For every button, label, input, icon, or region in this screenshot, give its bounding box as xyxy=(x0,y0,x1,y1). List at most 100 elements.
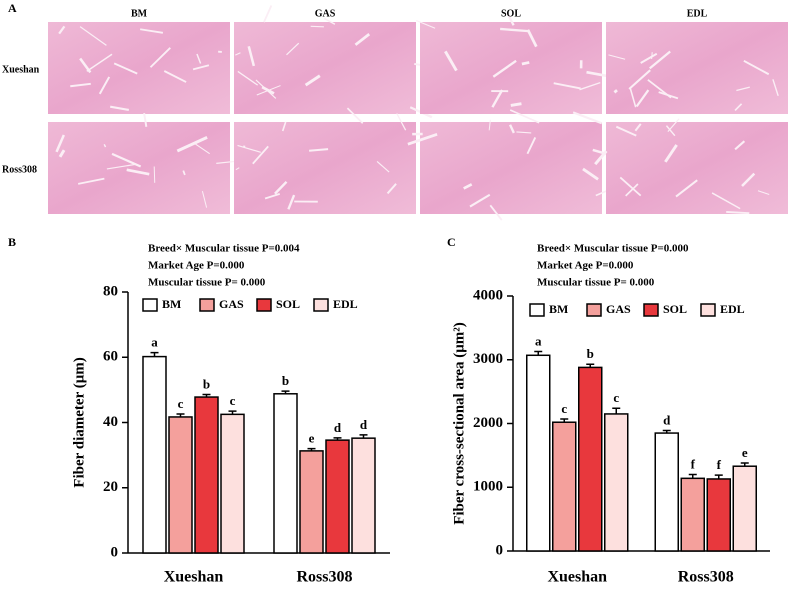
tissue-crack xyxy=(463,183,473,190)
error-bar xyxy=(560,418,569,423)
significance-letter: b xyxy=(587,346,594,361)
column-label: EDL xyxy=(687,8,708,19)
tissue-crack xyxy=(308,148,329,152)
bar xyxy=(168,416,193,554)
tissue-crack xyxy=(264,192,281,200)
column-label: GAS xyxy=(315,8,336,19)
error-bar xyxy=(281,390,290,394)
tissue-crack xyxy=(263,5,273,23)
tissue-crack xyxy=(625,183,639,197)
error-bar xyxy=(176,413,185,417)
tissue-crack xyxy=(665,125,676,137)
tissue-crack xyxy=(505,12,515,26)
error-bar xyxy=(228,410,237,415)
tissue-crack xyxy=(649,50,671,70)
tissue-crack xyxy=(516,131,532,134)
tissue-crack xyxy=(126,168,150,176)
tissue-image xyxy=(606,122,788,214)
tissue-crack xyxy=(58,25,66,35)
tissue-crack xyxy=(734,140,746,151)
error-bar xyxy=(740,462,749,467)
tissue-crack xyxy=(594,150,608,166)
annotation: Breed× Muscular tissue P=0.004 xyxy=(148,243,300,255)
tissue-crack xyxy=(526,29,538,48)
tissue-crack xyxy=(86,53,113,72)
tissue-crack xyxy=(113,62,138,75)
legend-swatch xyxy=(643,303,659,317)
tissue-crack xyxy=(98,76,111,95)
y-tick-label: 20 xyxy=(103,479,118,495)
tissue-crack xyxy=(647,79,672,99)
error-bar xyxy=(586,363,595,368)
error-bar xyxy=(534,350,543,356)
tissue-crack xyxy=(237,144,261,153)
tissue-crack xyxy=(143,112,148,127)
tissue-crack xyxy=(711,192,741,210)
tissue-crack xyxy=(237,70,259,86)
tissue-crack xyxy=(354,33,371,46)
tissue-crack xyxy=(629,88,637,108)
significance-letter: c xyxy=(613,390,619,405)
tissue-crack xyxy=(734,103,743,112)
tissue-crack xyxy=(726,211,750,215)
tissue-crack xyxy=(521,61,530,66)
tissue-image xyxy=(420,22,602,114)
significance-letter: b xyxy=(282,373,289,388)
significance-letter: d xyxy=(360,417,368,432)
error-bar xyxy=(662,429,671,434)
tissue-crack xyxy=(346,107,364,124)
legend-swatch xyxy=(700,303,716,317)
legend-label: GAS xyxy=(606,302,631,316)
column-label: BM xyxy=(131,8,148,19)
y-tick-label: 3000 xyxy=(473,351,503,367)
tissue-crack xyxy=(469,193,491,208)
x-tick-label: Xueshan xyxy=(164,569,224,586)
annotation: Breed× Muscular tissue P=0.000 xyxy=(537,243,689,255)
tissue-crack xyxy=(77,177,105,185)
tissue-crack xyxy=(247,46,256,67)
legend-swatch xyxy=(142,298,158,312)
x-tick-label: Xueshan xyxy=(547,569,607,586)
tissue-crack xyxy=(407,133,438,146)
tissue-crack xyxy=(664,144,678,163)
bar xyxy=(604,413,629,552)
tissue-crack xyxy=(772,79,779,97)
annotation: Muscular tissue P= 0.000 xyxy=(537,277,655,289)
annotation: Muscular tissue P= 0.000 xyxy=(148,277,266,289)
tissue-crack xyxy=(508,124,515,134)
tissue-crack xyxy=(79,26,107,46)
bar xyxy=(273,393,298,554)
bar xyxy=(351,437,376,554)
tissue-crack xyxy=(176,136,208,153)
legend-swatch xyxy=(586,303,602,317)
annotation: Market Age P=0.000 xyxy=(148,260,245,272)
tissue-crack xyxy=(140,28,164,34)
tissue-crack xyxy=(182,170,186,176)
tissue-crack xyxy=(489,204,503,221)
tissue-image xyxy=(234,22,416,114)
y-tick-label: 80 xyxy=(103,283,118,299)
significance-letter: e xyxy=(742,445,748,460)
significance-letter: c xyxy=(178,396,184,411)
x-tick-label: Ross308 xyxy=(296,569,352,586)
bar xyxy=(194,396,219,554)
tissue-crack xyxy=(613,89,618,94)
y-tick-label: 4000 xyxy=(473,287,503,303)
tissue-crack xyxy=(196,53,202,64)
row-label: Xueshan xyxy=(2,64,40,75)
tissue-crack xyxy=(553,82,581,90)
tissue-crack xyxy=(153,166,156,183)
tissue-crack xyxy=(194,142,210,155)
tissue-crack xyxy=(376,161,390,173)
tissue-image xyxy=(234,122,416,214)
bar xyxy=(142,355,167,554)
tissue-crack xyxy=(110,105,130,111)
tissue-crack xyxy=(579,81,601,91)
legend-swatch xyxy=(529,303,545,317)
tissue-crack xyxy=(615,125,637,137)
tissue-crack xyxy=(149,47,171,68)
tissue-crack xyxy=(634,123,642,132)
tissue-crack xyxy=(743,59,770,76)
column-label: SOL xyxy=(501,8,521,19)
